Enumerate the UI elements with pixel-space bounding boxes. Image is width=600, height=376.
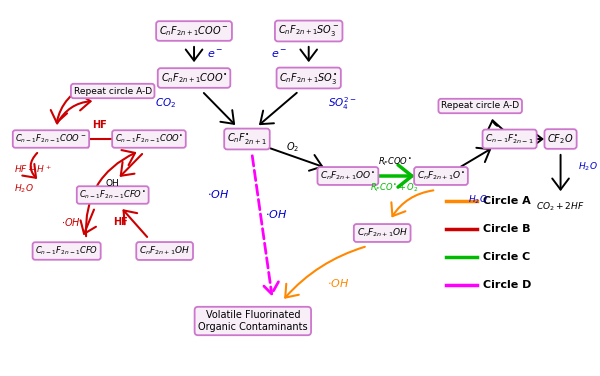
Text: $C_{n-1}F_{2n-1}CFO$: $C_{n-1}F_{2n-1}CFO$ (35, 245, 98, 257)
Text: $C_nF_{2n+1}^{\bullet}$: $C_nF_{2n+1}^{\bullet}$ (227, 132, 267, 147)
Text: $C_nF_{2n+1}OH$: $C_nF_{2n+1}OH$ (356, 227, 408, 239)
Text: $C_nF_{2n+1}OO^{\bullet}$: $C_nF_{2n+1}OO^{\bullet}$ (320, 170, 376, 182)
Text: Circle D: Circle D (483, 280, 532, 290)
Text: $R_FCO^{\bullet}+O_2$: $R_FCO^{\bullet}+O_2$ (370, 182, 419, 194)
Text: $C_nF_{2n+1}OH$: $C_nF_{2n+1}OH$ (139, 245, 190, 257)
Text: $R_FCOO^{\bullet}$: $R_FCOO^{\bullet}$ (377, 156, 412, 168)
Text: $\cdot OH$: $\cdot OH$ (61, 216, 82, 228)
Text: $SO_4^{2-}$: $SO_4^{2-}$ (328, 95, 357, 112)
Text: $C_nF_{2n+1}O^{\bullet}$: $C_nF_{2n+1}O^{\bullet}$ (417, 170, 465, 182)
Text: $C_{n-1}F_{2n-1}COO^{\bullet}$: $C_{n-1}F_{2n-1}COO^{\bullet}$ (115, 133, 183, 145)
Text: HF: HF (113, 217, 127, 227)
Text: $HF+H^+$: $HF+H^+$ (14, 163, 52, 175)
Text: Repeat circle A-D: Repeat circle A-D (74, 86, 152, 96)
Text: $e^-$: $e^-$ (271, 49, 287, 60)
Text: $CO_2+2HF$: $CO_2+2HF$ (536, 201, 585, 213)
Text: $e^-$: $e^-$ (208, 49, 224, 60)
Text: Repeat circle A-D: Repeat circle A-D (441, 102, 519, 111)
Text: $C_nF_{2n+1}COO^{\bullet}$: $C_nF_{2n+1}COO^{\bullet}$ (161, 71, 227, 85)
Text: Circle B: Circle B (483, 224, 530, 234)
Text: Volatile Fluorinated
Organic Contaminants: Volatile Fluorinated Organic Contaminant… (198, 310, 308, 332)
Text: $C_nF_{2n+1}SO_3^-$: $C_nF_{2n+1}SO_3^-$ (278, 23, 340, 38)
Text: $CO_2$: $CO_2$ (155, 97, 176, 111)
Text: OH: OH (106, 179, 119, 188)
Text: $C_{n-1}F_{2n-1}COO^-$: $C_{n-1}F_{2n-1}COO^-$ (15, 133, 86, 145)
Text: $O_2$: $O_2$ (286, 141, 299, 155)
Text: $C_{n-1}F_{2n-1}^{\bullet}$: $C_{n-1}F_{2n-1}^{\bullet}$ (485, 132, 534, 146)
Text: HF: HF (92, 120, 107, 130)
Text: $\cdot OH$: $\cdot OH$ (265, 208, 287, 220)
Text: $H_2O$: $H_2O$ (469, 193, 488, 206)
Text: $H_2O$: $H_2O$ (578, 161, 598, 173)
Text: $\cdot OH$: $\cdot OH$ (327, 277, 349, 289)
Text: $C_{n-1}F_{2n-1}CFO^{\bullet}$: $C_{n-1}F_{2n-1}CFO^{\bullet}$ (79, 189, 146, 201)
Text: $H_2O$: $H_2O$ (14, 183, 34, 195)
Text: $C_nF_{2n+1}COO^-$: $C_nF_{2n+1}COO^-$ (159, 24, 229, 38)
Text: Circle C: Circle C (483, 252, 530, 262)
Text: $\cdot OH$: $\cdot OH$ (207, 188, 229, 200)
Text: $CF_2O$: $CF_2O$ (547, 132, 574, 146)
Text: Circle A: Circle A (483, 196, 531, 206)
Text: $C_nF_{2n+1}SO_3^{\bullet}$: $C_nF_{2n+1}SO_3^{\bullet}$ (280, 71, 338, 85)
